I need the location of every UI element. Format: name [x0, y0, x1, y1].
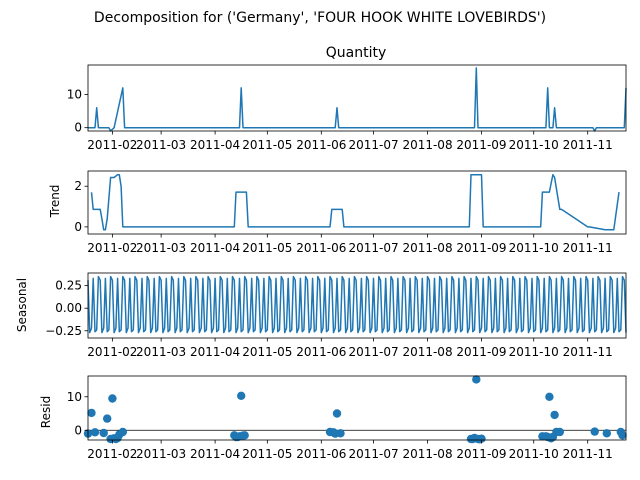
x-tick-label: 2011-06 [296, 345, 346, 359]
x-tick-label: 2011-09 [456, 447, 506, 461]
resid-point [332, 409, 342, 418]
x-tick-label: 2011-06 [296, 447, 346, 461]
x-tick-label: 2011-08 [402, 447, 452, 461]
x-tick-label: 2011-11 [563, 241, 613, 255]
resid-point [237, 391, 246, 400]
resid-point [472, 375, 481, 384]
resid-point [590, 427, 599, 436]
x-tick-label: 2011-05 [242, 241, 292, 255]
x-tick-label: 2011-10 [509, 345, 559, 359]
y-tick-label: 2 [74, 179, 82, 193]
x-tick-label: 2011-03 [136, 138, 186, 152]
resid-point [118, 427, 128, 437]
panel-trend-ylabel: Trend [48, 185, 62, 219]
resid-point [87, 408, 96, 418]
resid-point [336, 429, 345, 438]
x-tick-label: 2011-07 [348, 447, 398, 461]
x-tick-label: 2011-04 [190, 241, 240, 255]
resid-point [90, 428, 100, 437]
x-tick-label: 2011-03 [136, 345, 186, 359]
resid-point [99, 428, 108, 438]
y-tick-label: −0.25 [45, 324, 82, 338]
panel-quantity-title: Quantity [326, 45, 387, 61]
x-tick-label: 2011-08 [402, 345, 452, 359]
x-tick-label: 2011-05 [242, 345, 292, 359]
x-tick-label: 2011-10 [509, 241, 559, 255]
resid-point [618, 431, 627, 440]
x-tick-label: 2011-02 [87, 241, 137, 255]
y-tick-label: 10 [67, 390, 82, 404]
x-tick-label: 2011-02 [87, 345, 137, 359]
x-tick-label: 2011-04 [190, 138, 240, 152]
resid-point [103, 414, 112, 423]
panel-seasonal-ylabel: Seasonal [15, 278, 29, 332]
series-line-trend [90, 173, 620, 231]
resid-point [545, 392, 554, 401]
resid-point [550, 410, 559, 420]
x-tick-label: 2011-11 [563, 345, 613, 359]
x-tick-label: 2011-11 [563, 447, 613, 461]
x-tick-label: 2011-07 [348, 138, 398, 152]
panel-resid-ylabel: Resid [39, 396, 53, 428]
x-tick-label: 2011-10 [509, 447, 559, 461]
x-tick-label: 2011-07 [348, 241, 398, 255]
x-tick-label: 2011-10 [509, 138, 559, 152]
x-tick-label: 2011-08 [402, 241, 452, 255]
resid-point [108, 394, 117, 403]
resid-point [602, 429, 611, 438]
series-line-seasonal [87, 275, 627, 334]
axes-frame-quantity [87, 64, 627, 132]
x-tick-label: 2011-05 [242, 447, 292, 461]
x-tick-label: 2011-05 [242, 138, 292, 152]
x-tick-label: 2011-02 [87, 447, 137, 461]
x-tick-label: 2011-04 [190, 447, 240, 461]
y-tick-label: 0.25 [55, 279, 82, 293]
resid-point [240, 431, 249, 440]
axes-frame-seasonal [87, 272, 627, 339]
figure-suptitle: Decomposition for ('Germany', 'FOUR HOOK… [94, 10, 546, 26]
axes-frame-resid [87, 375, 627, 441]
y-tick-label: 0.00 [55, 301, 82, 315]
y-tick-label: 10 [67, 88, 82, 102]
x-tick-label: 2011-04 [190, 345, 240, 359]
x-tick-label: 2011-08 [402, 138, 452, 152]
resid-point [555, 427, 564, 437]
y-tick-label: 0 [74, 220, 82, 234]
resid-point [477, 434, 486, 443]
x-tick-label: 2011-03 [136, 241, 186, 255]
x-tick-label: 2011-06 [296, 241, 346, 255]
series-line-quantity [88, 67, 627, 132]
x-tick-label: 2011-09 [456, 138, 506, 152]
x-tick-label: 2011-07 [348, 345, 398, 359]
x-tick-label: 2011-06 [296, 138, 346, 152]
y-tick-label: 0 [74, 121, 82, 135]
x-tick-label: 2011-03 [136, 447, 186, 461]
axes-frame-trend [87, 170, 627, 235]
y-tick-label: 0 [74, 423, 82, 437]
x-tick-label: 2011-09 [456, 241, 506, 255]
x-tick-label: 2011-11 [563, 138, 613, 152]
x-tick-label: 2011-09 [456, 345, 506, 359]
x-tick-label: 2011-02 [87, 138, 137, 152]
